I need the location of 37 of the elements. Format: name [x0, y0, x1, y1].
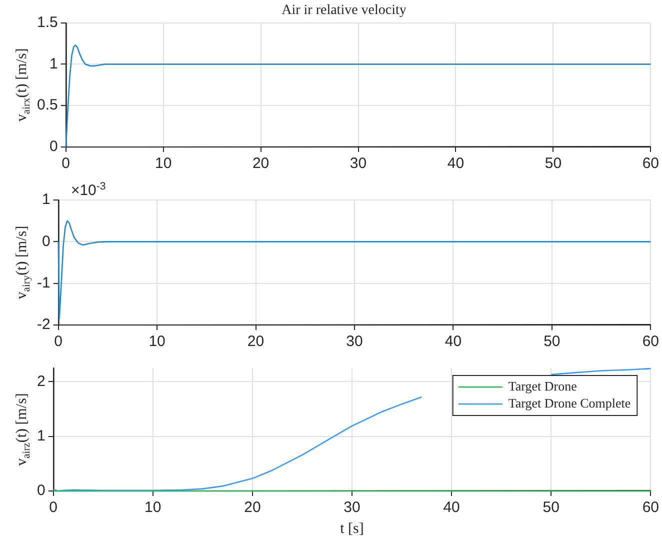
y-tick-label: 1.5 — [36, 14, 58, 31]
y-tick-label: 0 — [37, 482, 46, 500]
y-tick-label: 0.5 — [36, 96, 58, 114]
y-tick-label: 1 — [50, 55, 58, 72]
y-axis-title: vairz(t) [m/s] — [14, 393, 32, 466]
y-axis-title: vairy(t) [m/s] — [14, 226, 32, 300]
y-tick-label: 0 — [50, 138, 58, 156]
x-tick-label: 10 — [144, 499, 162, 516]
x-tick-label: 50 — [544, 333, 560, 350]
x-tick-label: 50 — [544, 155, 562, 172]
y-tick-label: -1 — [36, 274, 50, 292]
y-tick-label: 2 — [37, 372, 46, 390]
x-tick-label: 30 — [350, 155, 367, 172]
y-tick-label: 1 — [42, 191, 50, 208]
x-tick-label: 30 — [344, 499, 360, 516]
x-tick-label: 10 — [148, 333, 166, 350]
x-tick-label: 0 — [62, 155, 70, 172]
y-tick-label: 1 — [37, 427, 46, 444]
chart-title: Air ir relative velocity — [282, 3, 406, 18]
x-tick-label: 50 — [542, 499, 560, 516]
x-tick-label: 30 — [346, 333, 363, 350]
x-tick-label: 20 — [252, 155, 270, 172]
x-tick-label: 20 — [247, 333, 264, 350]
legend-label: Target Drone — [508, 378, 578, 394]
x-tick-label: 40 — [444, 333, 462, 350]
x-tick-label: 10 — [154, 155, 172, 172]
x-tick-label: 60 — [642, 333, 659, 350]
legend-label: Target Drone Complete — [508, 395, 631, 410]
y-axis-title: vairx(t) [m/s] — [14, 48, 32, 122]
x-tick-label: 40 — [447, 155, 464, 172]
y-tick-label: 0 — [42, 232, 50, 250]
y-tick-label: -2 — [36, 316, 50, 334]
x-axis-title: t [s] — [340, 520, 364, 537]
x-tick-label: 40 — [443, 499, 460, 516]
x-tick-label: 60 — [642, 499, 659, 516]
x-tick-label: 60 — [642, 155, 659, 172]
x-tick-label: 20 — [244, 499, 261, 516]
